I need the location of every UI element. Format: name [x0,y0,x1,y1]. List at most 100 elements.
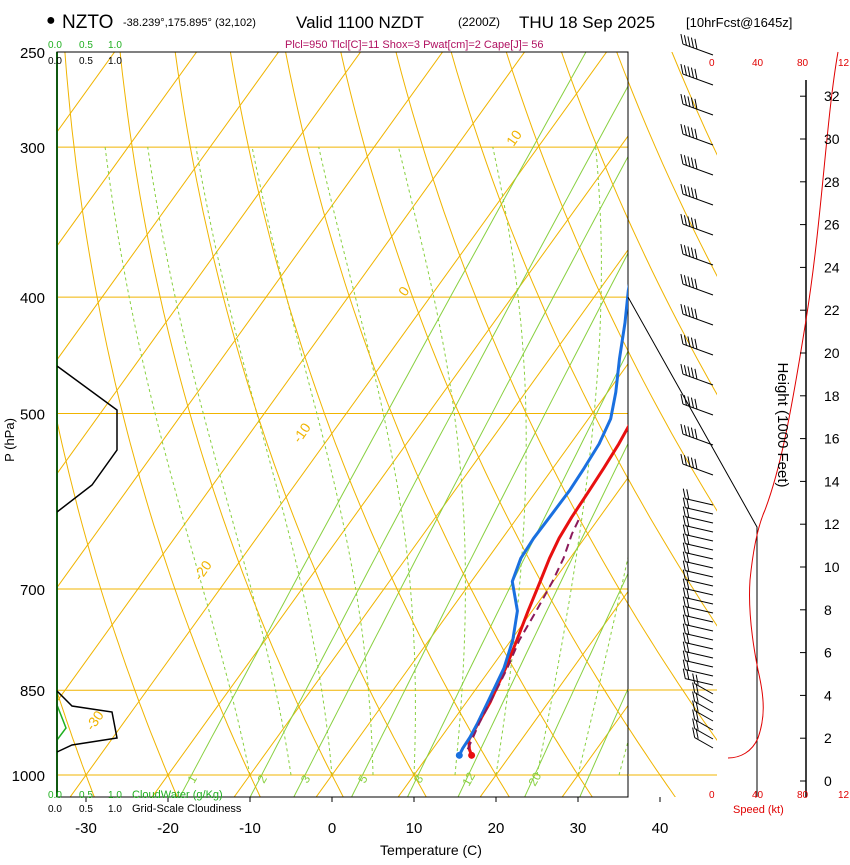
dry-adiabat-line [64,52,261,797]
forecast-date: THU 18 Sep 2025 [519,13,655,32]
station-id: NZTO [62,12,113,33]
isotherm-line [479,590,628,797]
dewpoint-line [457,283,628,756]
utc-time: (2200Z) [458,15,500,29]
speed-bottom-0: 0 [709,790,715,801]
wind-barb [682,596,714,614]
x-tick-label: -10 [239,820,261,837]
height-tick-label: 16 [824,431,840,447]
cloudiness-scale-top-1: 0.5 [79,56,93,67]
isotherm-line [397,476,628,797]
wind-barb [692,700,714,722]
height-tick-label: 20 [824,345,840,361]
dry-adiabat-line [560,52,717,396]
height-tick-label: 18 [824,388,840,404]
cloudwater-label: CloudWater (g/Kg) [132,789,223,801]
height-tick-label: 32 [824,88,840,104]
wind-barb [682,578,714,596]
height-tick-label: 0 [824,773,832,789]
mixing-ratio-line [249,85,628,797]
wind-barb [692,718,714,740]
height-tick-label: 24 [824,259,840,275]
isobar-grid [57,51,628,776]
wind-barb [682,614,714,632]
wind-barb [682,551,714,569]
wind-barb [680,63,714,86]
wind-barb [692,709,714,731]
cloudwater-scale-bottom-0: 0.0 [48,790,62,801]
cloudiness-scale-bottom-0: 0.0 [48,804,62,815]
mixing-ratio-label: 20 [525,770,544,789]
mixing-ratio-line [351,252,628,797]
wind-barb [692,673,714,695]
height-tick-label: 30 [824,131,840,147]
wind-barb [682,605,714,623]
moist-adiabat-line [195,147,333,776]
wind-barb [682,632,714,650]
y-tick-label: 300 [20,140,45,157]
height-axis-label: Height (1000 Feet) [774,362,791,487]
mixing-ratio-line [293,155,628,797]
wind-barb [682,560,714,578]
y-tick-labels: 250 300 400 500 700 850 1000 [12,45,45,785]
wind-barb [680,273,714,296]
wind-barb [682,623,714,641]
wind-barb [680,423,714,446]
wind-barb [680,333,714,356]
cloudiness-scale-top-2: 1.0 [108,56,122,67]
speed-bottom-40: 40 [752,790,764,801]
wind-barb [682,542,714,560]
x-tick-label: 30 [570,820,587,837]
mixing-ratio-label: 12 [459,770,478,789]
mixing-ratio-grid [104,52,628,797]
wind-barb [692,691,714,713]
wind-barb [682,659,714,677]
height-tick-label: 22 [824,302,840,318]
isotherm-line [57,52,526,703]
dry-adiabat-line [57,418,178,797]
speed-scale-top: 0 40 80 12 [709,58,850,69]
cloudwater-scale-bottom-2: 1.0 [108,790,122,801]
speed-top-80: 80 [797,58,809,69]
sounding-params: Plcl=950 Tlcl[C]=11 Shox=3 Pwat[cm]=2 Ca… [285,39,544,51]
cloud-scale-top: 0.0 0.5 1.0 0.0 0.5 1.0 [48,40,122,67]
speed-top-12: 12 [838,58,850,69]
mixing-ratio-line [524,572,628,797]
height-tick-label: 6 [824,645,832,661]
height-tick-label: 2 [824,730,832,746]
cloudiness-label: Grid-Scale Cloudiness [132,803,242,815]
wind-barb [682,533,714,551]
dewpoint-surface-dot [455,751,463,759]
isotherm-line [57,52,198,247]
wind-barb [682,515,714,533]
mixing-ratio-line [406,350,628,797]
mixing-ratio-line [179,52,587,797]
wind-barb [680,93,714,116]
speed-bottom-80: 80 [797,790,809,801]
cloudwater-scale-bottom-1: 0.5 [79,790,93,801]
wind-barb [680,393,714,416]
height-tick-label: 28 [824,174,840,190]
speed-scale-bottom: 0 40 80 12 Speed (kt) [709,790,850,816]
y-tick-label: 700 [20,582,45,599]
isotherm-grid [57,52,628,797]
cloudiness-scale-top-0: 0.0 [48,56,62,67]
moist-adiabat-line [492,146,527,776]
y-tick-label: 400 [20,290,45,307]
speed-axis-label: Speed (kt) [733,804,784,816]
station-dot-icon: ● [46,12,56,29]
height-tick-label: 4 [824,687,832,703]
dry-adiabat-line [174,52,427,797]
dry-adiabat-line [340,52,676,797]
x-tick-label: 40 [652,820,669,837]
station-coords: -38.239°,175.895° (32,102) [123,17,256,29]
cloud-scale-bottom: 0.0 0.5 1.0 CloudWater (g/Kg) 0.0 0.5 1.… [48,789,242,815]
height-reference-line [627,296,758,797]
isotherm-line [57,52,280,361]
cloudiness-scale-bottom-1: 0.5 [79,804,93,815]
x-axis-label: Temperature (C) [380,842,482,858]
wind-barb [680,123,714,146]
wind-barb [680,303,714,326]
